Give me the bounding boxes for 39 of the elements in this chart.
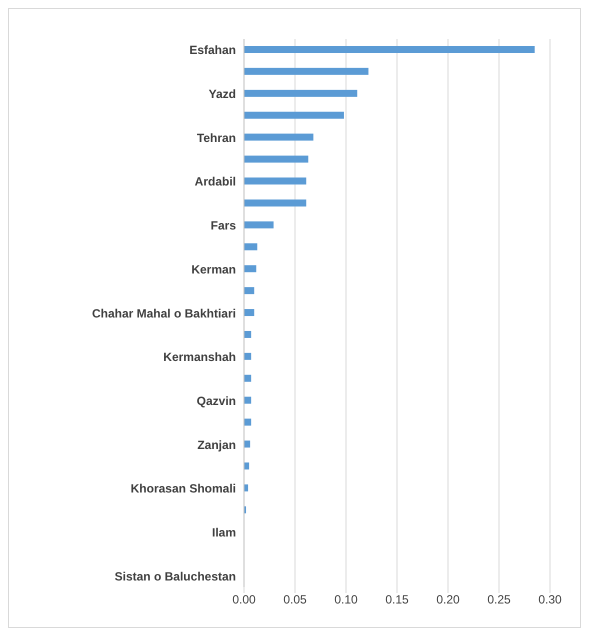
y-tick-label: Kerman xyxy=(191,262,236,276)
bar xyxy=(244,199,306,206)
bar xyxy=(244,418,252,426)
bar xyxy=(244,265,256,272)
x-tick-label: 0.10 xyxy=(334,592,358,607)
bar xyxy=(244,287,254,294)
y-tick-label: Qazvin xyxy=(196,394,236,408)
bar xyxy=(244,46,535,53)
bar xyxy=(244,178,306,185)
y-tick-label: Khorasan Shomali xyxy=(130,482,236,496)
x-tick-label: 0.30 xyxy=(538,592,562,607)
y-tick-label: Tehran xyxy=(196,130,236,145)
bar xyxy=(244,309,254,316)
bar xyxy=(244,221,274,228)
x-tick-label: 0.25 xyxy=(487,592,511,607)
bar xyxy=(244,68,368,75)
y-tick-label: Ilam xyxy=(212,525,236,540)
bar xyxy=(244,243,258,250)
y-tick-label: Esfahan xyxy=(189,43,236,58)
y-tick-label: Zanjan xyxy=(197,438,236,452)
x-tick-label: 0.15 xyxy=(385,592,409,607)
y-tick-label: Kermanshah xyxy=(163,350,236,364)
x-tick-label: 0.00 xyxy=(232,592,256,607)
bar xyxy=(244,90,358,97)
x-tick-label: 0.20 xyxy=(436,592,460,607)
bar xyxy=(244,396,252,404)
y-tick-label: Yazd xyxy=(208,87,236,102)
x-tick-label: 0.05 xyxy=(283,592,307,607)
bar xyxy=(244,440,250,448)
y-tick-label: Fars xyxy=(210,218,236,233)
bar xyxy=(244,330,252,338)
bar xyxy=(244,112,344,119)
bar xyxy=(244,156,308,163)
bar xyxy=(244,352,252,360)
y-tick-label: Ardabil xyxy=(194,174,236,189)
y-tick-label: Chahar Mahal o Bakhtiari xyxy=(92,306,236,320)
bar xyxy=(244,374,252,382)
bar xyxy=(244,134,314,141)
y-tick-label: Sistan o Baluchestan xyxy=(114,569,236,584)
